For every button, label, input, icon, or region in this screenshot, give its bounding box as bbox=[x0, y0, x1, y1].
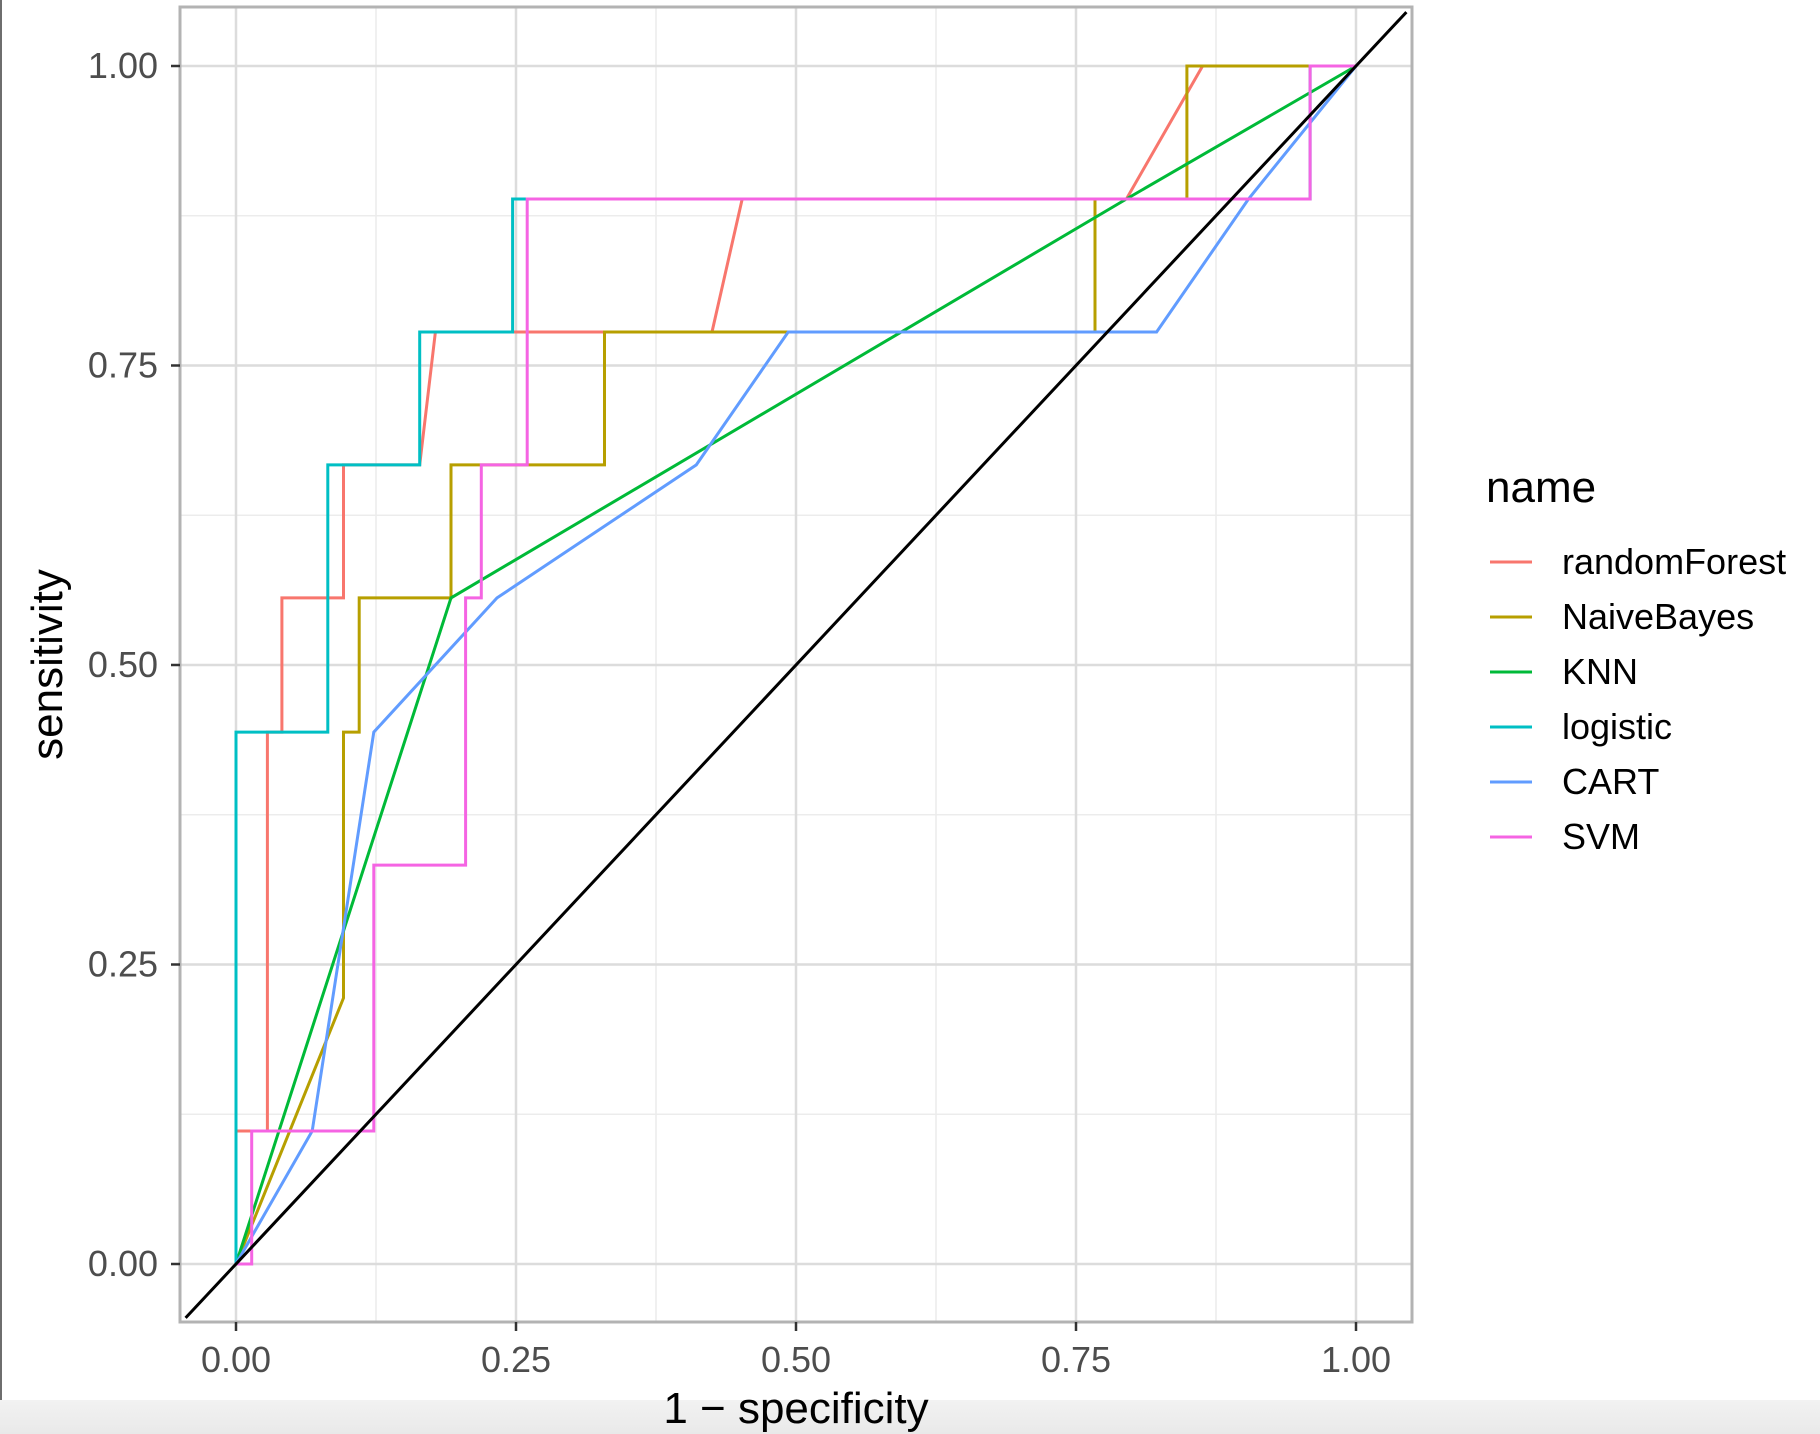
legend-label-logistic: logistic bbox=[1562, 706, 1672, 747]
roc-curve-SVM bbox=[236, 64, 1356, 1266]
y-tick-label: 0.75 bbox=[88, 345, 158, 386]
window-left-border bbox=[0, 0, 2, 1400]
x-axis-title: 1 − specificity bbox=[663, 1384, 928, 1433]
axes: 0.00 0.25 0.50 0.75 1.00 0.00 0.25 0.50 0.75 1.00… bbox=[23, 45, 1391, 1433]
x-tick-label: 0.50 bbox=[761, 1339, 831, 1380]
y-tick-label: 0.25 bbox=[88, 944, 158, 985]
x-tick-label: 0.25 bbox=[481, 1339, 551, 1380]
legend-label-randomForest: randomForest bbox=[1562, 541, 1786, 582]
roc-curve-CART bbox=[234, 65, 1358, 1265]
legend-label-CART: CART bbox=[1562, 761, 1659, 802]
legend-label-SVM: SVM bbox=[1562, 816, 1640, 857]
legend-label-NaiveBayes: NaiveBayes bbox=[1562, 596, 1754, 637]
legend-label-KNN: KNN bbox=[1562, 651, 1638, 692]
window-bottom-edge bbox=[0, 1400, 1820, 1434]
y-tick-label: 0.00 bbox=[88, 1243, 158, 1284]
roc-curves bbox=[184, 11, 1408, 1319]
y-axis-title: sensitivity bbox=[23, 569, 72, 760]
legend-title: name bbox=[1486, 463, 1596, 512]
x-tick-label: 1.00 bbox=[1321, 1339, 1391, 1380]
x-tick-label: 0.75 bbox=[1041, 1339, 1111, 1380]
y-tick-label: 1.00 bbox=[88, 45, 158, 86]
legend: name randomForest NaiveBayes KNN logistic CAR… bbox=[1486, 463, 1786, 857]
y-tick-label: 0.50 bbox=[88, 644, 158, 685]
diagonal-reference-line bbox=[184, 11, 1408, 1319]
x-tick-label: 0.00 bbox=[201, 1339, 271, 1380]
